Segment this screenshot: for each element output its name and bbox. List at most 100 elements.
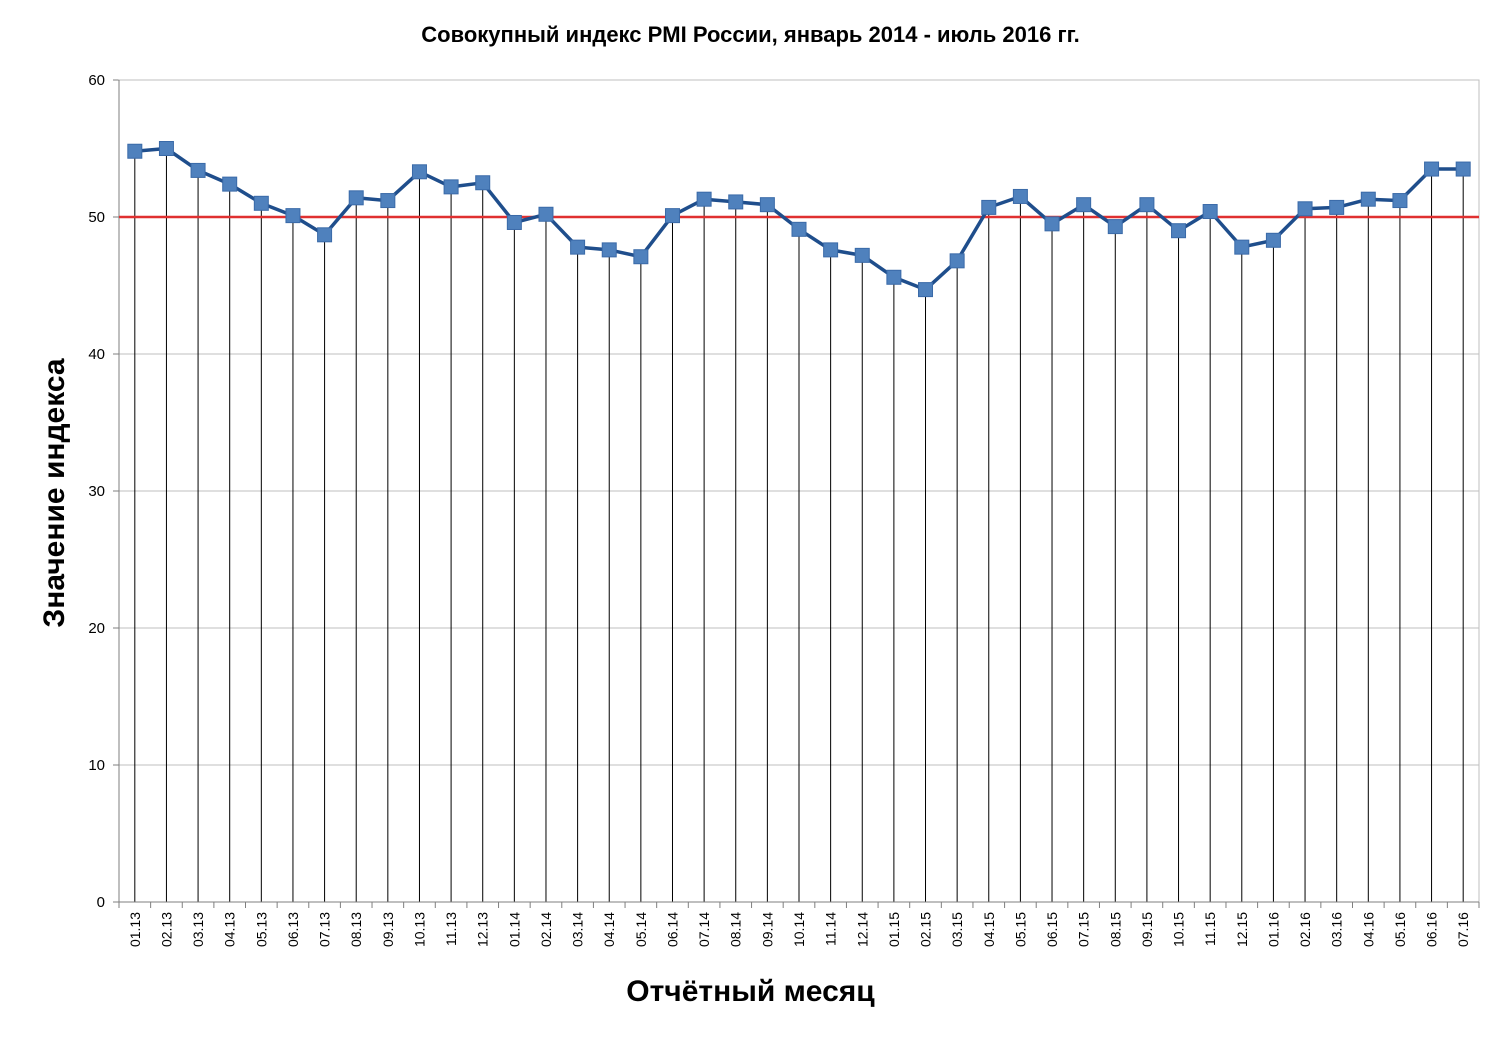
point-04.16 <box>1360 191 1376 207</box>
x-tick-label-08.15: 08.15 <box>1107 912 1123 947</box>
point-03.16 <box>1329 199 1345 215</box>
point-08.13 <box>348 190 364 206</box>
y-tick-label-40: 40 <box>88 346 105 363</box>
point-02.16 <box>1297 201 1313 217</box>
point-06.15 <box>1044 216 1060 232</box>
point-04.13 <box>222 176 238 192</box>
x-tick-label-06.16: 06.16 <box>1424 912 1440 947</box>
x-tick-label-05.15: 05.15 <box>1012 912 1028 947</box>
point-07.13 <box>317 227 333 243</box>
x-tick-label-07.16: 07.16 <box>1455 912 1471 947</box>
x-tick-label-01.15: 01.15 <box>886 912 902 947</box>
axes <box>113 79 1480 908</box>
y-tick-label-50: 50 <box>88 209 105 226</box>
x-tick-label-10.13: 10.13 <box>411 912 427 947</box>
x-tick-label-04.13: 04.13 <box>222 912 238 947</box>
point-10.13 <box>411 164 427 180</box>
point-06.13 <box>285 208 301 224</box>
point-06.14 <box>664 208 680 224</box>
point-09.14 <box>759 197 775 213</box>
point-10.15 <box>1171 223 1187 239</box>
x-tick-label-08.14: 08.14 <box>728 912 744 947</box>
point-07.16 <box>1455 161 1471 177</box>
point-11.15 <box>1202 204 1218 220</box>
x-tick-label-05.13: 05.13 <box>253 912 269 947</box>
point-03.14 <box>570 239 586 255</box>
point-05.15 <box>1012 188 1028 204</box>
point-07.15 <box>1076 197 1092 213</box>
x-tick-label-04.14: 04.14 <box>601 912 617 947</box>
x-tick-label-12.15: 12.15 <box>1234 912 1250 947</box>
point-12.15 <box>1234 239 1250 255</box>
x-tick-label-12.14: 12.14 <box>854 912 870 947</box>
x-tick-label-10.14: 10.14 <box>791 912 807 947</box>
point-11.13 <box>443 179 459 195</box>
x-tick-label-11.13: 11.13 <box>443 912 459 946</box>
point-01.13 <box>127 143 143 159</box>
x-tick-label-07.15: 07.15 <box>1076 912 1092 947</box>
y-tick-label-30: 30 <box>88 483 105 500</box>
y-tick-label-20: 20 <box>88 620 105 637</box>
x-tick-label-04.15: 04.15 <box>981 912 997 947</box>
x-tick-label-03.13: 03.13 <box>190 912 206 947</box>
vertical-droplines <box>134 148 1464 902</box>
x-tick-label-09.13: 09.13 <box>380 912 396 947</box>
point-03.13 <box>190 162 206 178</box>
y-tick-label-0: 0 <box>97 894 105 911</box>
y-tick-labels: 0 10 20 30 40 50 60 <box>88 72 105 911</box>
x-tick-label-01.16: 01.16 <box>1265 912 1281 947</box>
point-08.15 <box>1107 219 1123 235</box>
point-06.16 <box>1424 161 1440 177</box>
x-tick-label-07.13: 07.13 <box>317 912 333 947</box>
point-09.13 <box>380 193 396 209</box>
x-tick-label-01.13: 01.13 <box>127 912 143 947</box>
series-group <box>127 141 1471 298</box>
point-01.16 <box>1265 232 1281 248</box>
x-tick-label-02.15: 02.15 <box>918 912 934 947</box>
point-05.13 <box>253 195 269 211</box>
point-02.13 <box>158 141 174 156</box>
x-tick-label-04.16: 04.16 <box>1360 912 1376 947</box>
x-tick-label-09.15: 09.15 <box>1139 912 1155 947</box>
x-tick-label-02.14: 02.14 <box>538 912 554 947</box>
point-09.15 <box>1139 197 1155 213</box>
point-01.15 <box>886 269 902 285</box>
x-tick-label-09.14: 09.14 <box>759 912 775 947</box>
point-07.14 <box>696 191 712 207</box>
point-12.14 <box>854 247 870 263</box>
point-02.14 <box>538 206 554 222</box>
x-tick-labels: 01.13 02.13 03.13 04.13 05.13 06.13 07.13 08.13… <box>127 912 1471 947</box>
point-02.15 <box>918 282 934 298</box>
point-01.14 <box>506 214 522 230</box>
x-tick-label-06.13: 06.13 <box>285 912 301 947</box>
x-axis-label: Отчётный месяц <box>626 975 875 1008</box>
x-tick-label-02.16: 02.16 <box>1297 912 1313 947</box>
point-03.15 <box>949 253 965 269</box>
x-tick-label-12.13: 12.13 <box>475 912 491 947</box>
x-tick-label-05.16: 05.16 <box>1392 912 1408 947</box>
y-tick-label-10: 10 <box>88 757 105 774</box>
point-05.14 <box>633 249 649 265</box>
point-08.14 <box>728 194 744 210</box>
x-tick-label-06.14: 06.14 <box>664 912 680 947</box>
x-tick-label-05.14: 05.14 <box>633 912 649 947</box>
point-11.14 <box>823 242 839 258</box>
x-tick-label-02.13: 02.13 <box>158 912 174 947</box>
point-04.15 <box>981 199 997 215</box>
x-tick-label-01.14: 01.14 <box>506 912 522 947</box>
x-tick-label-11.14: 11.14 <box>823 912 839 946</box>
point-12.13 <box>475 175 491 191</box>
x-tick-label-06.15: 06.15 <box>1044 912 1060 947</box>
x-tick-label-08.13: 08.13 <box>348 912 364 947</box>
point-05.16 <box>1392 193 1408 209</box>
x-tick-label-10.15: 10.15 <box>1171 912 1187 947</box>
y-tick-label-60: 60 <box>88 72 105 89</box>
point-10.14 <box>791 221 807 237</box>
chart-title: Совокупный индекс PMI России, январь 201… <box>421 22 1080 47</box>
point-04.14 <box>601 242 617 258</box>
x-tick-label-03.15: 03.15 <box>949 912 965 947</box>
x-tick-label-03.14: 03.14 <box>570 912 586 947</box>
x-tick-label-03.16: 03.16 <box>1329 912 1345 947</box>
x-tick-label-07.14: 07.14 <box>696 912 712 947</box>
